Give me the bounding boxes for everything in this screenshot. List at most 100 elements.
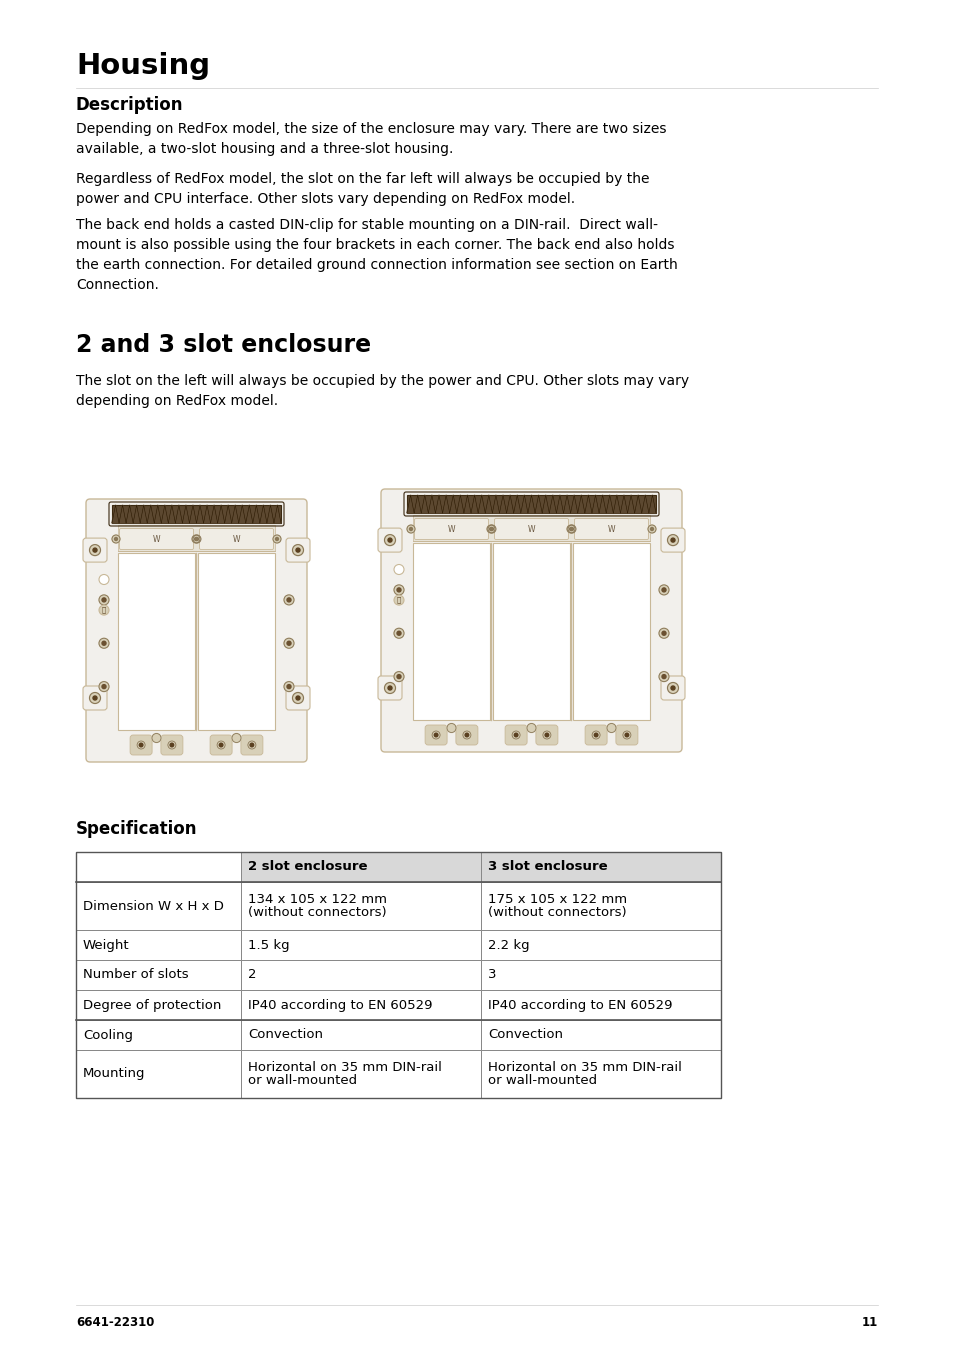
Circle shape bbox=[569, 528, 572, 531]
Text: 2 slot enclosure: 2 slot enclosure bbox=[248, 861, 367, 873]
FancyBboxPatch shape bbox=[414, 519, 488, 539]
Text: W: W bbox=[447, 524, 455, 533]
Bar bbox=[76, 1020, 241, 1049]
Polygon shape bbox=[499, 496, 506, 513]
Circle shape bbox=[661, 674, 665, 678]
Bar bbox=[241, 852, 480, 881]
Circle shape bbox=[542, 731, 550, 739]
Bar bbox=[118, 552, 194, 730]
Text: 3: 3 bbox=[488, 968, 496, 982]
FancyBboxPatch shape bbox=[199, 528, 274, 550]
Polygon shape bbox=[112, 505, 119, 523]
Circle shape bbox=[514, 734, 517, 737]
Text: 134 x 105 x 122 mm: 134 x 105 x 122 mm bbox=[248, 894, 387, 906]
Bar bbox=[76, 852, 720, 1098]
Circle shape bbox=[232, 734, 241, 742]
Bar bbox=[480, 1049, 720, 1098]
Circle shape bbox=[99, 681, 109, 692]
FancyBboxPatch shape bbox=[574, 519, 648, 539]
Polygon shape bbox=[435, 496, 442, 513]
Circle shape bbox=[566, 525, 575, 533]
Circle shape bbox=[99, 638, 109, 649]
Bar bbox=[118, 525, 274, 551]
Circle shape bbox=[273, 535, 281, 543]
Text: Specification: Specification bbox=[76, 821, 197, 838]
Circle shape bbox=[217, 741, 225, 749]
Circle shape bbox=[512, 731, 519, 739]
Polygon shape bbox=[224, 505, 232, 523]
Polygon shape bbox=[407, 496, 414, 513]
Text: (without connectors): (without connectors) bbox=[248, 906, 386, 919]
Polygon shape bbox=[570, 496, 578, 513]
Bar bbox=[198, 552, 274, 730]
Text: 2 and 3 slot enclosure: 2 and 3 slot enclosure bbox=[76, 333, 371, 357]
Text: 1.5 kg: 1.5 kg bbox=[248, 938, 290, 952]
Circle shape bbox=[396, 674, 400, 678]
Circle shape bbox=[624, 734, 628, 737]
Circle shape bbox=[661, 588, 665, 592]
Polygon shape bbox=[428, 496, 435, 513]
Text: ⏚: ⏚ bbox=[396, 597, 400, 604]
Bar bbox=[480, 960, 720, 990]
Circle shape bbox=[384, 682, 395, 693]
FancyBboxPatch shape bbox=[161, 735, 183, 756]
Bar bbox=[480, 852, 720, 881]
Bar bbox=[76, 930, 241, 960]
Polygon shape bbox=[267, 505, 274, 523]
Circle shape bbox=[394, 585, 403, 594]
FancyBboxPatch shape bbox=[504, 724, 527, 745]
FancyBboxPatch shape bbox=[456, 724, 477, 745]
Circle shape bbox=[661, 631, 665, 635]
Bar bbox=[480, 1020, 720, 1049]
Circle shape bbox=[407, 525, 415, 533]
Polygon shape bbox=[641, 496, 648, 513]
Text: Description: Description bbox=[76, 96, 183, 114]
Polygon shape bbox=[556, 496, 563, 513]
Circle shape bbox=[219, 743, 223, 747]
Circle shape bbox=[193, 535, 201, 543]
Text: Weight: Weight bbox=[83, 938, 130, 952]
Polygon shape bbox=[203, 505, 211, 523]
Text: Convection: Convection bbox=[488, 1029, 562, 1041]
Bar bbox=[241, 1020, 480, 1049]
Circle shape bbox=[112, 535, 120, 543]
Polygon shape bbox=[619, 496, 627, 513]
Circle shape bbox=[152, 734, 161, 742]
Bar bbox=[480, 990, 720, 1020]
Circle shape bbox=[594, 734, 598, 737]
Circle shape bbox=[447, 723, 456, 733]
Circle shape bbox=[275, 538, 278, 540]
Circle shape bbox=[90, 692, 100, 704]
Circle shape bbox=[465, 734, 468, 737]
FancyBboxPatch shape bbox=[377, 676, 401, 700]
Circle shape bbox=[462, 731, 471, 739]
Circle shape bbox=[409, 528, 412, 531]
Circle shape bbox=[667, 682, 678, 693]
Polygon shape bbox=[485, 496, 492, 513]
Circle shape bbox=[90, 544, 100, 555]
FancyBboxPatch shape bbox=[377, 528, 401, 552]
FancyBboxPatch shape bbox=[494, 519, 568, 539]
Text: W: W bbox=[152, 535, 160, 543]
Polygon shape bbox=[463, 496, 471, 513]
FancyBboxPatch shape bbox=[660, 528, 684, 552]
Circle shape bbox=[170, 743, 173, 747]
Bar bbox=[241, 960, 480, 990]
Circle shape bbox=[102, 598, 106, 603]
FancyBboxPatch shape bbox=[380, 489, 681, 751]
Bar bbox=[480, 930, 720, 960]
Circle shape bbox=[99, 594, 109, 605]
Bar bbox=[407, 496, 656, 513]
Circle shape bbox=[526, 723, 536, 733]
Circle shape bbox=[248, 741, 255, 749]
Bar bbox=[76, 1049, 241, 1098]
Polygon shape bbox=[584, 496, 592, 513]
Text: Cooling: Cooling bbox=[83, 1029, 132, 1041]
Bar bbox=[480, 881, 720, 930]
Circle shape bbox=[606, 723, 616, 733]
FancyBboxPatch shape bbox=[616, 724, 638, 745]
Text: ⏚: ⏚ bbox=[102, 607, 106, 613]
Polygon shape bbox=[133, 505, 140, 523]
FancyBboxPatch shape bbox=[241, 735, 263, 756]
Bar bbox=[76, 990, 241, 1020]
